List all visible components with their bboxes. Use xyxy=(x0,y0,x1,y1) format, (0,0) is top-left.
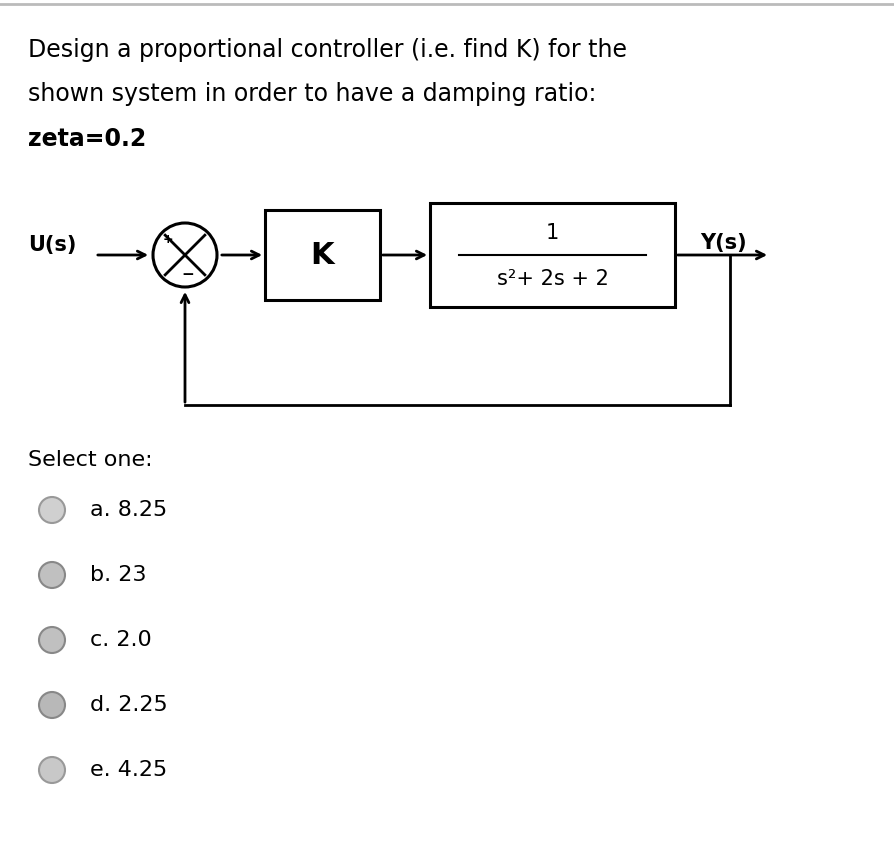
Text: 1: 1 xyxy=(545,223,559,243)
Circle shape xyxy=(39,497,65,523)
Text: +: + xyxy=(163,233,173,246)
Bar xyxy=(429,203,674,307)
Text: Y(s): Y(s) xyxy=(699,233,746,253)
Text: Select one:: Select one: xyxy=(28,450,153,470)
Text: d. 2.25: d. 2.25 xyxy=(90,695,167,715)
Circle shape xyxy=(39,757,65,783)
Circle shape xyxy=(39,562,65,588)
Text: e. 4.25: e. 4.25 xyxy=(90,760,167,780)
Text: zeta=0.2: zeta=0.2 xyxy=(28,127,146,151)
Text: U(s): U(s) xyxy=(28,235,76,255)
Text: a. 8.25: a. 8.25 xyxy=(90,500,167,520)
Circle shape xyxy=(39,692,65,718)
Text: b. 23: b. 23 xyxy=(90,565,147,585)
Text: s²+ 2s + 2: s²+ 2s + 2 xyxy=(496,269,608,289)
Text: K: K xyxy=(310,241,334,270)
Circle shape xyxy=(39,627,65,653)
Text: c. 2.0: c. 2.0 xyxy=(90,630,152,650)
Bar xyxy=(265,210,380,300)
Text: Design a proportional controller (i.e. find K) for the: Design a proportional controller (i.e. f… xyxy=(28,38,627,62)
Text: shown system in order to have a damping ratio:: shown system in order to have a damping … xyxy=(28,82,595,106)
Text: −: − xyxy=(181,266,194,282)
